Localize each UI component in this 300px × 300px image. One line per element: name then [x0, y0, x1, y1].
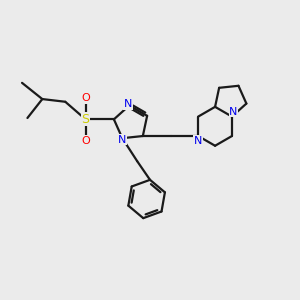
Text: N: N — [229, 107, 238, 117]
Text: N: N — [194, 136, 202, 146]
Text: O: O — [81, 93, 90, 103]
Text: N: N — [118, 134, 127, 145]
Text: S: S — [82, 113, 89, 126]
Text: N: N — [124, 99, 132, 109]
Text: O: O — [81, 136, 90, 146]
